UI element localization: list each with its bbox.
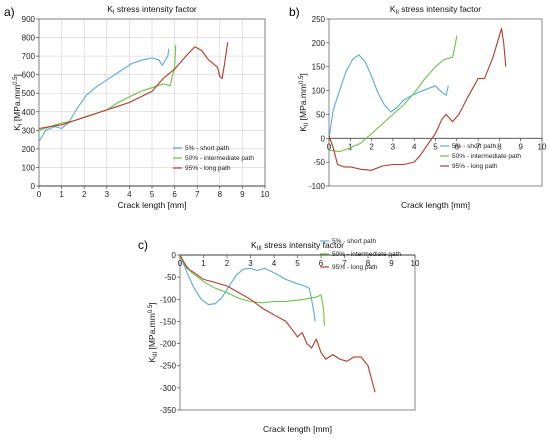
- x-tick-label: 5: [295, 259, 300, 268]
- y-tick-label: -300: [160, 384, 177, 393]
- plot-frame: [328, 18, 543, 187]
- x-tick-label: 2: [369, 142, 374, 151]
- x-tick-label: 6: [172, 190, 177, 199]
- y-tick-label: -250: [160, 362, 177, 371]
- x-tick-label: 8: [218, 190, 223, 199]
- y-axis-label: KI [MPa.mm0.5]: [12, 74, 24, 131]
- x-tick-label: 7: [476, 142, 481, 151]
- legend-label-long: 95% - long path: [452, 163, 498, 170]
- x-tick-label: 9: [240, 190, 245, 199]
- series-line-intermediate: [328, 35, 458, 153]
- series-line-short: [179, 254, 316, 322]
- chart-a-ki: 0 1 2 3 4 5 6 7 8 9 100100200300400500600700800900…: [4, 4, 270, 210]
- panel-label: c): [138, 238, 148, 252]
- x-tick-label: 1: [201, 259, 206, 268]
- y-tick-label: -50: [313, 158, 325, 167]
- x-tick-label: 10: [538, 142, 547, 151]
- x-tick-label: 3: [105, 190, 110, 199]
- panel-label: a): [4, 5, 15, 19]
- series-line-short: [38, 48, 170, 142]
- chart-title: KIII stress intensity factor: [251, 240, 344, 252]
- legend-label-short: 5% - short path: [452, 143, 496, 150]
- y-tick-label: 0: [172, 251, 177, 260]
- x-tick-label: 1: [59, 190, 64, 199]
- y-tick-label: 700: [22, 52, 36, 61]
- y-tick-label: 250: [312, 15, 326, 24]
- x-tick-label: 10: [261, 190, 270, 199]
- chart-c-kiii: 0 1 2 3 4 5 6 7 8 9 10-350-300-250-200-150-100-500…: [138, 238, 420, 434]
- x-tick-label: 9: [389, 259, 394, 268]
- chart-b-kii: 0 1 2 3 4 5 6 7 8 9 10-100-50050100150200250Crack …: [289, 4, 547, 210]
- y-tick-label: 300: [22, 126, 36, 135]
- legend-label-short: 5% - short path: [332, 238, 376, 245]
- y-axis-label: KIII [MPa.mm0.5]: [147, 302, 159, 362]
- chart-title: KI stress intensity factor: [107, 4, 197, 16]
- legend-label-intermediate: 50% - intermediate path: [452, 153, 521, 160]
- y-tick-label: 200: [312, 39, 326, 48]
- chart-title: KII stress intensity factor: [390, 4, 481, 16]
- x-tick-label: 4: [412, 142, 417, 151]
- x-tick-label: 3: [391, 142, 396, 151]
- y-tick-label: 150: [312, 63, 326, 72]
- x-tick-label: 7: [195, 190, 200, 199]
- x-axis-label: Crack length [mm]: [263, 424, 332, 434]
- y-tick-label: -100: [160, 295, 177, 304]
- x-tick-label: 9: [518, 142, 523, 151]
- y-tick-label: -350: [160, 406, 177, 415]
- x-tick-label: 0: [178, 259, 183, 268]
- series-line-intermediate: [179, 256, 326, 326]
- y-tick-label: 400: [22, 108, 36, 117]
- y-tick-label: 200: [22, 145, 36, 154]
- x-tick-label: 3: [248, 259, 253, 268]
- y-tick-label: -100: [309, 182, 326, 191]
- x-axis-label: Crack length [mm]: [401, 200, 470, 210]
- y-tick-label: 50: [316, 110, 325, 119]
- x-tick-label: 1: [348, 142, 353, 151]
- y-tick-label: 0: [31, 182, 36, 191]
- x-tick-label: 2: [82, 190, 87, 199]
- panel-label: b): [289, 5, 300, 19]
- x-tick-label: 6: [455, 142, 460, 151]
- y-axis-label: KII [MPa.mm0.5]: [298, 73, 310, 131]
- x-tick-label: 5: [150, 190, 155, 199]
- y-tick-label: 500: [22, 89, 36, 98]
- legend-label-intermediate: 50% - intermediate path: [332, 251, 401, 258]
- legend-label-intermediate: 50% - intermediate path: [185, 155, 254, 162]
- y-tick-label: -150: [160, 317, 177, 326]
- x-tick-label: 6: [319, 259, 324, 268]
- series-line-long: [328, 27, 507, 171]
- x-tick-label: 10: [411, 259, 420, 268]
- y-tick-label: 0: [321, 134, 326, 143]
- legend-label-long: 95% - long path: [185, 165, 231, 172]
- x-tick-label: 4: [127, 190, 132, 199]
- legend-label-short: 5% - short path: [185, 145, 229, 152]
- legend-label-long: 95% - long path: [332, 264, 378, 271]
- x-tick-label: 5: [433, 142, 438, 151]
- y-tick-label: -200: [160, 340, 177, 349]
- x-tick-label: 7: [342, 259, 347, 268]
- y-tick-label: 600: [22, 71, 36, 80]
- x-tick-label: 8: [497, 142, 502, 151]
- y-tick-label: 900: [22, 15, 36, 24]
- y-tick-label: 100: [312, 87, 326, 96]
- series-line-long: [179, 254, 376, 393]
- x-tick-label: 2: [225, 259, 230, 268]
- x-tick-label: 0: [327, 142, 332, 151]
- x-tick-label: 8: [366, 259, 371, 268]
- x-tick-label: 0: [37, 190, 42, 199]
- series-line-intermediate: [38, 44, 177, 131]
- y-tick-label: 800: [22, 34, 36, 43]
- y-tick-label: 100: [22, 163, 36, 172]
- series-line-long: [38, 42, 229, 130]
- y-tick-label: -50: [164, 273, 176, 282]
- x-axis-label: Crack length [mm]: [118, 200, 187, 210]
- x-tick-label: 4: [272, 259, 277, 268]
- series-line-short: [328, 54, 449, 139]
